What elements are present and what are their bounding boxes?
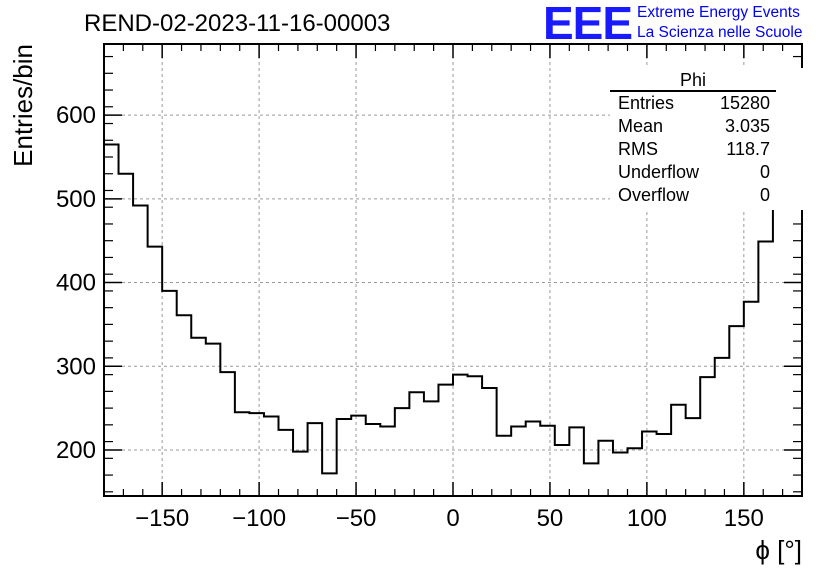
stats-value: 15280: [719, 93, 770, 113]
stats-title: Phi: [679, 70, 706, 90]
x-tick-label: −50: [336, 505, 377, 532]
logo-text-line2: La Scienza nelle Scuole: [637, 24, 803, 41]
stats-row-underflow: Underflow 0: [618, 162, 770, 184]
x-tick-label: 50: [537, 505, 564, 532]
y-tick-label: 500: [56, 186, 96, 213]
x-tick-label: 150: [724, 505, 764, 532]
x-axis-label: ϕ [°]: [755, 535, 802, 565]
stats-row-rms: RMS 118.7: [618, 139, 770, 161]
y-tick-label: 400: [56, 270, 96, 297]
stats-label: Underflow: [618, 162, 700, 182]
stats-label: Entries: [618, 93, 675, 113]
x-tick-label: −150: [135, 505, 189, 532]
stats-value: 3.035: [724, 116, 770, 136]
stats-label: Overflow: [618, 185, 690, 205]
stats-row-entries: Entries 15280: [618, 93, 770, 115]
stats-divider: [610, 90, 776, 92]
y-tick-label: 300: [56, 353, 96, 380]
y-tick-label: 200: [56, 437, 96, 464]
stats-value: 0: [759, 185, 770, 205]
stats-label: RMS: [618, 139, 658, 159]
histogram-title: REND-02-2023-11-16-00003: [84, 10, 391, 37]
x-tick-label: 0: [446, 505, 459, 532]
x-tick-label: −100: [232, 505, 286, 532]
stats-label: Mean: [618, 116, 664, 136]
histogram-series: [104, 63, 803, 475]
tick-labels: −150 −100 −50 0 50 100 150 200 300 400 500 600: [56, 102, 764, 532]
eee-logo: EEE: [543, 0, 633, 49]
x-tick-label: 100: [627, 505, 667, 532]
stats-box: Phi Entries 15280 Mean 3.035 RMS 118.7 U…: [610, 68, 806, 210]
plot-frame: [103, 43, 803, 497]
stats-value: 118.7: [726, 139, 770, 159]
stats-row-overflow: Overflow 0: [618, 185, 770, 207]
stats-row-mean: Mean 3.035: [618, 116, 770, 138]
stats-value: 0: [759, 162, 770, 182]
y-axis-label: Entries/bin: [8, 44, 38, 167]
logo-text-line1: Extreme Energy Events: [637, 4, 800, 21]
y-tick-label: 600: [56, 102, 96, 129]
